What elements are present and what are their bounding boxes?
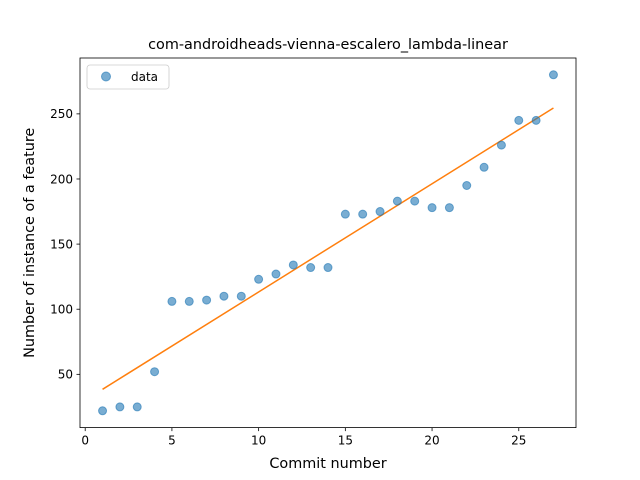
x-axis-label: Commit number — [269, 456, 386, 472]
y-axis-ticks: 50 100 150 200 250 — [50, 107, 80, 382]
data-point — [132, 402, 142, 412]
data-point — [98, 406, 108, 416]
data-point — [462, 181, 472, 190]
legend-label-data: data — [131, 70, 158, 84]
x-tick-label: 20 — [424, 434, 439, 448]
y-tick-label: 150 — [50, 237, 73, 251]
data-point — [306, 263, 316, 273]
data-point — [184, 296, 194, 306]
data-point — [392, 196, 402, 206]
data-point — [375, 207, 385, 217]
data-point — [444, 203, 454, 213]
x-tick-label: 5 — [168, 434, 176, 448]
data-point — [514, 115, 524, 125]
data-point — [150, 367, 160, 377]
x-tick-label: 0 — [81, 434, 89, 448]
data-point — [202, 295, 212, 305]
data-point — [410, 196, 420, 206]
x-tick-label: 15 — [338, 434, 353, 448]
data-point — [496, 140, 506, 150]
y-axis-label: Number of instance of a feature — [22, 128, 38, 358]
data-point — [323, 263, 333, 273]
data-point — [271, 269, 281, 279]
fit-line — [102, 107, 554, 390]
x-axis-ticks: 0 5 10 15 20 25 — [81, 427, 526, 448]
data-point — [167, 296, 177, 306]
y-tick-label: 100 — [50, 303, 73, 317]
data-point — [115, 402, 125, 412]
legend-box — [86, 64, 170, 90]
plot-frame — [79, 57, 577, 429]
data-point — [531, 115, 541, 125]
data-point — [427, 203, 437, 213]
data-point — [219, 291, 229, 301]
y-tick-label: 200 — [50, 172, 73, 186]
chart-title: com-androidheads-vienna-escalero_lambda-… — [148, 37, 508, 53]
data-point — [254, 274, 264, 284]
data-point — [479, 162, 489, 172]
data-point — [340, 209, 350, 219]
chart-marks — [98, 70, 558, 416]
data-point — [288, 260, 298, 270]
y-tick-label: 50 — [58, 368, 73, 382]
legend-marker-data — [101, 71, 111, 82]
plot-area — [80, 58, 576, 428]
data-point — [548, 70, 558, 80]
data-point — [358, 209, 368, 219]
y-tick-label: 250 — [50, 107, 73, 121]
x-tick-label: 25 — [511, 434, 526, 448]
data-point — [236, 291, 246, 301]
x-tick-label: 10 — [251, 434, 266, 448]
legend: data — [86, 64, 170, 90]
